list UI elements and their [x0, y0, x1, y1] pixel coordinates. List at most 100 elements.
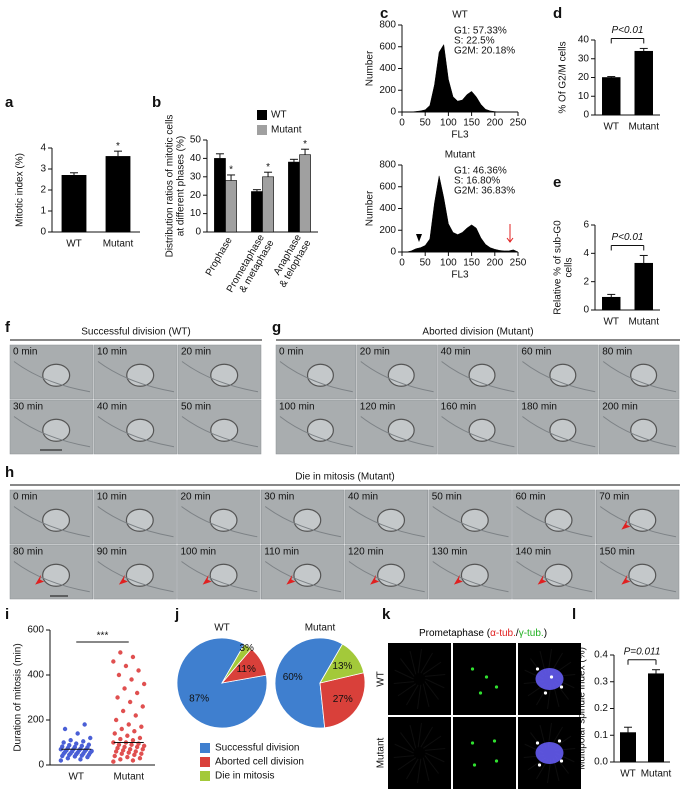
cell-process	[264, 561, 342, 593]
legend-label: Aborted cell division	[215, 757, 304, 768]
significance: P=0.011	[624, 646, 661, 657]
legend-label: Mutant	[271, 125, 302, 136]
bar	[61, 175, 87, 233]
data-point	[118, 736, 123, 742]
annotation: *	[229, 165, 233, 176]
x-axis-label: FL3	[451, 130, 469, 141]
cell-process	[97, 506, 174, 538]
frame-label: 200 min	[602, 402, 638, 413]
arrowhead	[453, 574, 463, 585]
y-tick-label: 0	[390, 107, 396, 118]
centrosome	[472, 763, 477, 767]
data-point	[132, 729, 137, 734]
data-point	[78, 757, 83, 762]
panel-letter: b	[152, 94, 161, 111]
arrowhead	[118, 574, 128, 585]
x-tick-label: WT	[603, 317, 619, 328]
y-tick-label: 0	[195, 227, 201, 238]
y-axis-label: Multipolar spindle index (%)	[577, 647, 588, 770]
data-point	[130, 654, 136, 660]
bar	[251, 191, 263, 233]
centrosome	[549, 675, 554, 679]
arrowhead	[286, 574, 296, 585]
x-tick-label: 0	[399, 258, 405, 269]
frame-label: 100 min	[279, 402, 315, 413]
stats-text: G1: 46.36%	[454, 166, 507, 177]
y-tick-label: 0.1	[594, 730, 608, 741]
x-tick-label: Mutant	[641, 769, 672, 780]
title-part: /	[516, 628, 519, 639]
centrosome	[492, 739, 497, 743]
data-point	[72, 744, 78, 750]
frame-label: 50 min	[181, 402, 211, 413]
y-tick-label: 1	[40, 206, 46, 217]
data-point	[130, 738, 136, 743]
frame-label: 50 min	[432, 492, 462, 503]
pie-slice	[274, 637, 344, 729]
data-point	[125, 754, 130, 760]
data-point	[127, 747, 133, 752]
image-frame	[518, 399, 599, 455]
bar	[634, 50, 653, 116]
x-tick-label: 250	[510, 258, 527, 269]
pie-label: 27%	[333, 694, 353, 705]
x-tick-label: 150	[463, 258, 480, 269]
data-point	[115, 745, 120, 751]
centrosome	[494, 685, 499, 689]
y-axis-label-line: Relative % of sub-G0	[552, 220, 563, 315]
cell-process	[279, 416, 353, 448]
row-label: WT	[376, 671, 387, 687]
x-tick-label: WT	[603, 122, 619, 133]
data-point	[112, 731, 117, 736]
title-part: α-tub.	[490, 628, 516, 639]
panel-title: Die in mitosis (Mutant)	[295, 472, 394, 483]
x-tick-label: Mutant	[628, 122, 659, 133]
cell-process	[516, 561, 593, 593]
panel-letter: d	[553, 5, 562, 22]
cell-process	[348, 561, 425, 593]
y-tick-label: 400	[27, 670, 44, 681]
stats-text: G2M: 36.83%	[454, 186, 515, 197]
microtubule	[420, 652, 433, 674]
y-tick-label: 0.0	[594, 757, 608, 768]
data-point	[67, 743, 72, 748]
microtubule	[425, 678, 445, 689]
data-point	[112, 753, 117, 759]
arrow	[416, 234, 422, 242]
microtubule	[406, 758, 419, 780]
frame-label: 60 min	[516, 492, 546, 503]
y-axis-label: Number	[365, 190, 376, 226]
annotation: *	[266, 162, 270, 173]
data-point	[130, 758, 136, 763]
data-point	[58, 758, 64, 763]
centrosome	[470, 667, 475, 671]
y-tick-label: 0	[40, 227, 46, 238]
data-point	[115, 695, 120, 700]
data-point	[122, 686, 127, 691]
data-point	[111, 740, 116, 745]
arrowhead	[621, 519, 631, 530]
data-point	[60, 744, 65, 749]
data-point	[125, 733, 130, 738]
x-tick-label: 0	[399, 118, 405, 129]
cell-process	[13, 506, 90, 538]
title-part: )	[544, 628, 547, 639]
microtubule	[409, 724, 417, 749]
y-tick-label: 50	[190, 135, 202, 146]
cell-process	[441, 416, 515, 448]
y-tick-label: 40	[578, 35, 590, 46]
x-tick-label: 150	[463, 118, 480, 129]
bar	[647, 673, 664, 763]
data-point	[119, 726, 124, 732]
frame-label: 20 min	[181, 347, 211, 358]
legend-swatch	[200, 757, 210, 767]
data-point	[82, 722, 87, 727]
annotation: *	[303, 139, 307, 150]
x-tick-label: Mutant	[103, 239, 134, 250]
frame-label: 0 min	[279, 347, 303, 358]
y-axis-label: Relative % of sub-G0cells	[552, 220, 574, 315]
centrosome	[557, 739, 562, 743]
panel-title: Aborted division (Mutant)	[422, 327, 533, 338]
data-point	[126, 750, 131, 755]
